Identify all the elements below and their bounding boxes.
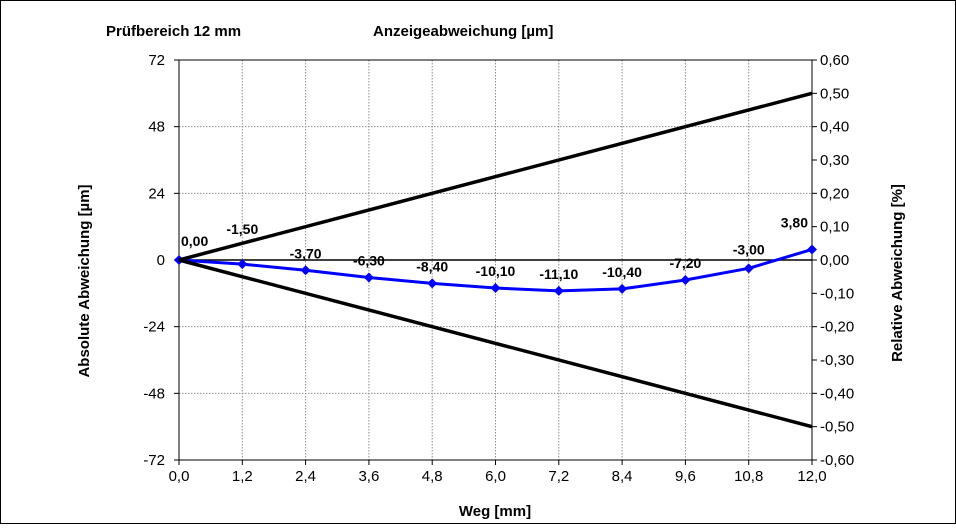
y2-axis-label: Relative Abweichung [%] <box>889 184 906 362</box>
x-axis-label: Weg [mm] <box>459 503 531 520</box>
x-tick-label: 1,2 <box>232 468 253 485</box>
data-label: -6,30 <box>353 253 385 269</box>
x-tick-label: 6,0 <box>485 468 506 485</box>
data-label: -8,40 <box>416 258 448 274</box>
y2-tick-label: -0,50 <box>820 419 854 436</box>
y2-tick-label: -0,10 <box>820 285 854 302</box>
y2-tick-label: -0,60 <box>820 452 854 469</box>
range-label: Prüfbereich 12 mm <box>106 23 241 40</box>
data-point-marker <box>617 283 628 294</box>
x-axis-ticks: 0,0 1,2 2,4 3,6 4,8 6,0 7,2 8,4 9,6 10,8 12,0 <box>169 460 827 485</box>
x-tick-label: 3,6 <box>358 468 379 485</box>
y2-tick-label: 0,00 <box>820 252 849 269</box>
y-tick-label: 0 <box>157 252 165 269</box>
y2-tick-label: 0,20 <box>820 185 849 202</box>
y-tick-label: 48 <box>148 119 165 136</box>
data-label: -11,10 <box>539 266 578 282</box>
data-point-marker <box>427 278 438 289</box>
data-label: -3,70 <box>290 245 322 261</box>
data-point-marker <box>490 283 501 294</box>
x-tick-label: 10,8 <box>734 468 763 485</box>
y2-tick-label: -0,30 <box>820 352 854 369</box>
series-layer <box>174 91 817 429</box>
x-tick-label: 0,0 <box>169 468 190 485</box>
x-tick-label: 2,4 <box>295 468 316 485</box>
lower-limit-line <box>178 258 813 429</box>
x-tick-label: 9,6 <box>675 468 696 485</box>
data-point-marker <box>553 285 564 296</box>
y-tick-label: 24 <box>148 185 165 202</box>
y2-tick-label: 0,30 <box>820 152 849 169</box>
y2-tick-label: 0,60 <box>820 52 849 69</box>
y2-axis-ticks: 0,60 0,50 0,40 0,30 0,20 0,10 0,00 -0,10 -0,20 -0… <box>812 52 854 469</box>
data-point-marker <box>300 265 311 276</box>
y2-tick-label: -0,20 <box>820 319 854 336</box>
y2-tick-label: 0,50 <box>820 85 849 102</box>
y2-tick-label: 0,10 <box>820 219 849 236</box>
data-label: 0,00 <box>181 233 208 249</box>
y-tick-label: -24 <box>143 319 165 336</box>
data-label: 3,80 <box>781 214 808 230</box>
y2-tick-label: 0,40 <box>820 119 849 136</box>
x-tick-label: 4,8 <box>422 468 443 485</box>
y-tick-label: -48 <box>143 385 165 402</box>
y-tick-label: 72 <box>148 52 165 69</box>
y-axis-ticks: 72 48 24 0 -24 -48 -72 <box>143 52 179 469</box>
data-label: -1,50 <box>226 221 258 237</box>
x-tick-label: 8,4 <box>612 468 633 485</box>
y-axis-label: Absolute Abweichung [µm] <box>76 184 93 377</box>
data-label: -10,40 <box>602 264 642 280</box>
data-label: -7,20 <box>669 255 701 271</box>
x-tick-label: 7,2 <box>548 468 569 485</box>
upper-limit-line <box>178 91 813 262</box>
y2-tick-label: -0,40 <box>820 385 854 402</box>
chart-title: Anzeigeabweichung [µm] <box>373 23 553 40</box>
data-point-marker <box>363 272 374 283</box>
data-label: -3,00 <box>733 241 765 257</box>
data-point-marker <box>237 259 248 270</box>
data-label: -10,10 <box>476 263 516 279</box>
data-point-marker <box>807 244 817 255</box>
x-tick-label: 12,0 <box>797 468 826 485</box>
data-point-marker <box>743 263 754 274</box>
data-point-marker <box>680 275 691 285</box>
data-label-layer: 0,00 -1,50 -3,70 -6,30 -8,40 -10,10 -11,10 -10,… <box>181 214 808 281</box>
y-tick-label: -72 <box>143 452 165 469</box>
